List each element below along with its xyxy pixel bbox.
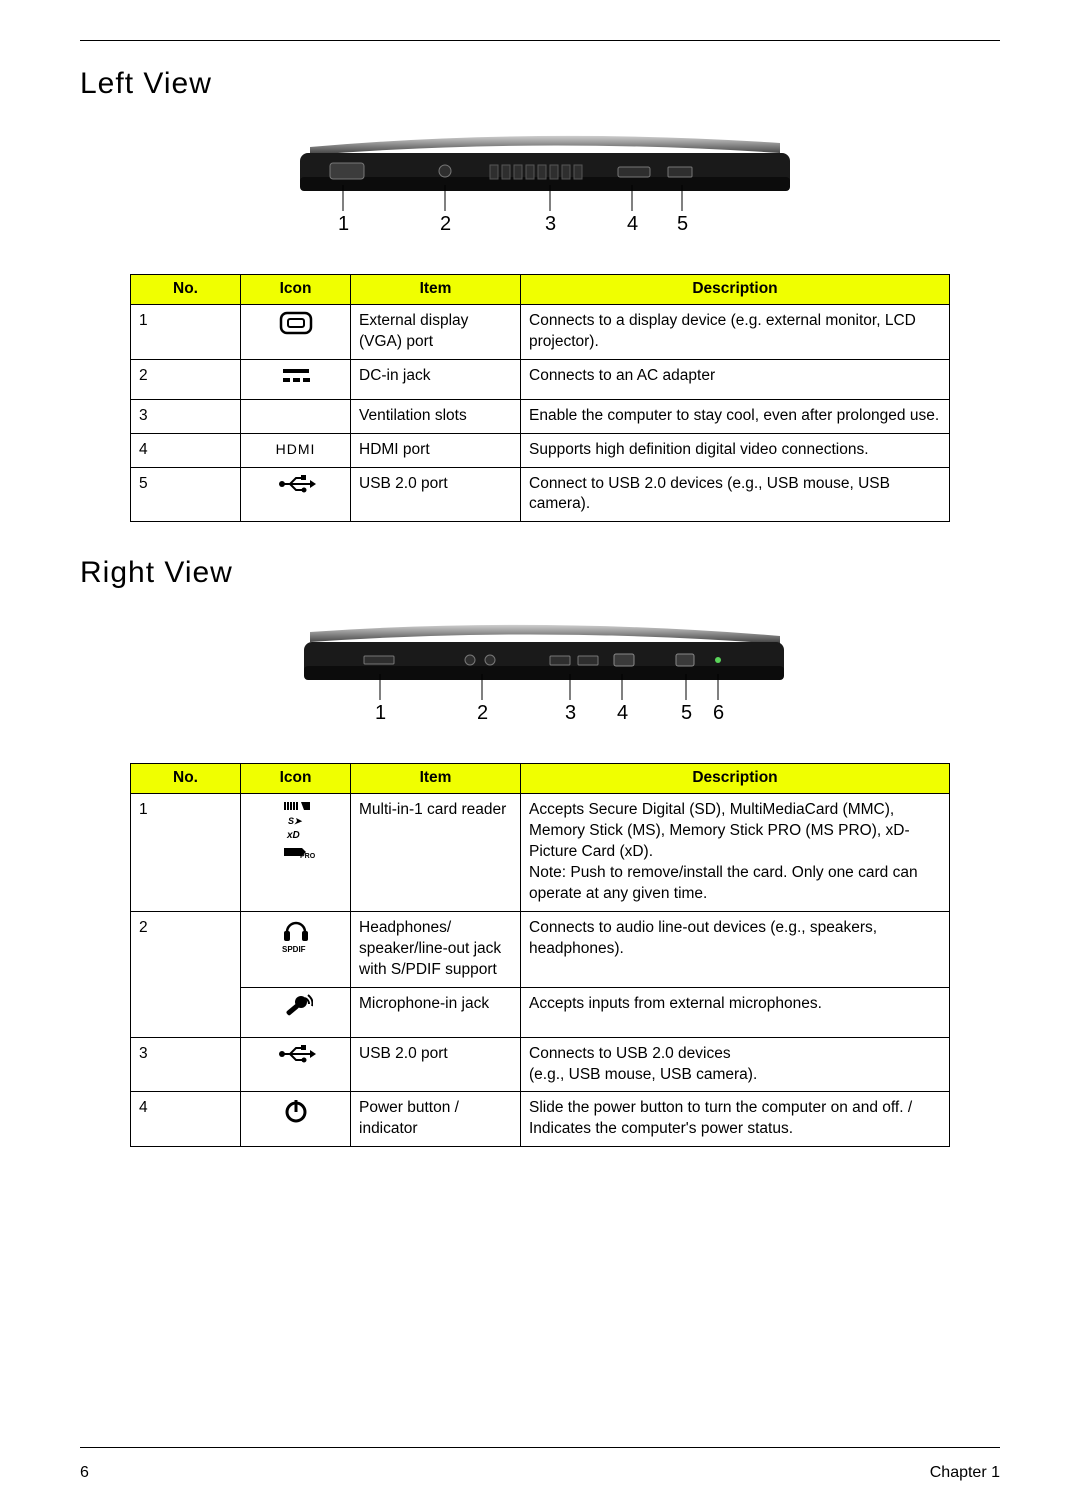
right-callout-4: 4 [617,702,628,725]
blank-icon [241,399,351,433]
th-no: No. [131,764,241,794]
left-callout-5: 5 [677,213,688,236]
left-table: No. Icon Item Description 1 External dis… [130,274,950,522]
table-row: 3 USB 2.0 port Connects to USB 2.0 devic… [131,1037,950,1092]
cell-no: 4 [131,433,241,467]
cell-no: 1 [131,304,241,359]
table-row: 4 Power button / indicator Slide the pow… [131,1092,950,1147]
cell-desc: Connects to a display device (e.g. exter… [521,304,950,359]
cell-desc: Enable the computer to stay cool, even a… [521,399,950,433]
right-callout-2: 2 [477,702,488,725]
cell-item: USB 2.0 port [351,1037,521,1092]
cell-item: Microphone-in jack [351,987,521,1037]
cell-desc: Supports high definition digital video c… [521,433,950,467]
cell-desc: Connects to audio line-out devices (e.g.… [521,911,950,987]
table-row: 3 Ventilation slots Enable the computer … [131,399,950,433]
cell-no: 3 [131,399,241,433]
table-row: 1 External display (VGA) port Connects t… [131,304,950,359]
table-row: 2 DC-in jack Connects to an AC adapter [131,359,950,399]
top-rule [80,40,1000,41]
power-icon [241,1092,351,1147]
th-icon: Icon [241,275,351,305]
svg-text:S➤: S➤ [288,816,303,826]
table-row: 2 SPDIF Headphones/ speaker/line-out jac… [131,911,950,987]
cell-item: Headphones/ speaker/line-out jack with S… [351,911,521,987]
left-figure: 1 2 3 4 5 [80,119,1000,244]
svg-text:SPDIF: SPDIF [282,945,306,954]
right-callout-1: 1 [375,702,386,725]
svg-text:PRO: PRO [300,853,316,860]
right-callout-5: 5 [681,702,692,725]
cell-item: Ventilation slots [351,399,521,433]
th-desc: Description [521,764,950,794]
table-header-row: No. Icon Item Description [131,275,950,305]
dc-in-icon [241,359,351,399]
cell-item: Multi-in-1 card reader [351,794,521,912]
right-callout-3: 3 [565,702,576,725]
table-row: 1 S➤ xD PRO Multi-in-1 card reader Accep… [131,794,950,912]
chapter-label: Chapter 1 [930,1464,1000,1482]
table-row: Microphone-in jack Accepts inputs from e… [131,987,950,1037]
card-reader-icon: S➤ xD PRO [241,794,351,912]
cell-no: 5 [131,467,241,522]
cell-no: 4 [131,1092,241,1147]
cell-item: Power button / indicator [351,1092,521,1147]
cell-no: 1 [131,794,241,912]
svg-text:xD: xD [286,830,300,841]
cell-desc: Accepts inputs from external microphones… [521,987,950,1037]
usb-icon [241,467,351,522]
th-item: Item [351,275,521,305]
left-callout-2: 2 [440,213,451,236]
right-callout-6: 6 [713,702,724,725]
heading-left-view: Left View [80,67,1000,101]
left-callout-4: 4 [627,213,638,236]
left-view-illustration [280,119,800,239]
left-callout-1: 1 [338,213,349,236]
right-table: No. Icon Item Description 1 S➤ xD PRO [130,763,950,1147]
cell-desc: Connect to USB 2.0 devices (e.g., USB mo… [521,467,950,522]
cell-item: External display (VGA) port [351,304,521,359]
left-callout-3: 3 [545,213,556,236]
hdmi-text-icon: HDMI [241,433,351,467]
cell-desc: Slide the power button to turn the compu… [521,1092,950,1147]
headphone-spdif-icon: SPDIF [241,911,351,987]
th-item: Item [351,764,521,794]
th-icon: Icon [241,764,351,794]
table-row: 4 HDMI HDMI port Supports high definitio… [131,433,950,467]
heading-right-view: Right View [80,556,1000,590]
vga-port-icon [241,304,351,359]
page-number: 6 [80,1464,89,1482]
cell-desc: Connects to USB 2.0 devices (e.g., USB m… [521,1037,950,1092]
table-row: 5 USB 2.0 port Connect to USB 2.0 device… [131,467,950,522]
th-no: No. [131,275,241,305]
cell-no: 2 [131,359,241,399]
cell-no: 3 [131,1037,241,1092]
cell-item: DC-in jack [351,359,521,399]
cell-no: 2 [131,911,241,1037]
microphone-icon [241,987,351,1037]
cell-item: HDMI port [351,433,521,467]
th-desc: Description [521,275,950,305]
usb-icon [241,1037,351,1092]
table-header-row: No. Icon Item Description [131,764,950,794]
cell-desc: Connects to an AC adapter [521,359,950,399]
cell-desc: Accepts Secure Digital (SD), MultiMediaC… [521,794,950,912]
right-figure: 1 2 3 4 5 6 [80,608,1000,733]
bottom-rule [80,1447,1000,1448]
page-footer: 6 Chapter 1 [80,1464,1000,1482]
cell-item: USB 2.0 port [351,467,521,522]
